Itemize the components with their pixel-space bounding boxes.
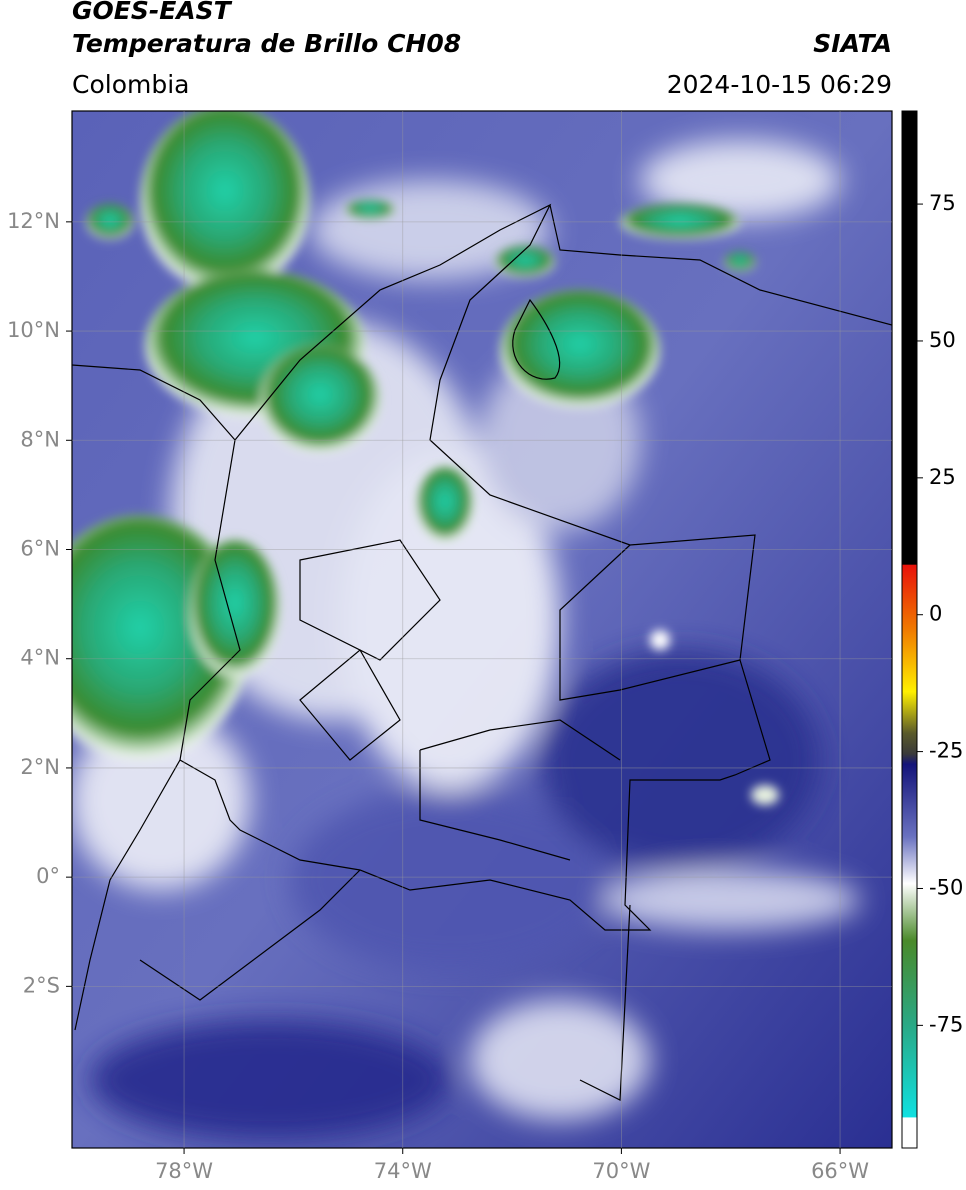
- colorbar-label: 0: [929, 602, 942, 626]
- y-tick-label: 10°N: [7, 318, 60, 342]
- colorbar-label: -75: [929, 1012, 963, 1036]
- borders: [72, 203, 892, 1101]
- colorbar: [901, 110, 918, 1149]
- x-tick-label: 74°W: [374, 1159, 432, 1183]
- colorbar-label: -50: [929, 875, 963, 899]
- datetime: 2024-10-15 06:29: [667, 70, 892, 99]
- title: GOES-EAST: [72, 0, 233, 25]
- source: SIATA: [813, 29, 892, 58]
- colorbar-label: 25: [929, 465, 956, 489]
- y-tick-label: 0°: [36, 864, 60, 888]
- y-tick-label: 2°S: [23, 973, 60, 997]
- colorbar-label: -25: [929, 739, 963, 763]
- y-tick-label: 8°N: [20, 427, 60, 451]
- colorbar-label: 50: [929, 328, 956, 352]
- x-tick-label: 70°W: [592, 1159, 650, 1183]
- region: Colombia: [72, 70, 189, 99]
- satellite-image: [72, 111, 892, 1148]
- y-tick-label: 2°N: [20, 755, 60, 779]
- subtitle: Temperatura de Brillo CH08: [72, 29, 461, 58]
- colorbar-label: 75: [929, 191, 956, 215]
- map-frame: [71, 110, 893, 1149]
- x-tick-label: 66°W: [811, 1159, 869, 1183]
- y-tick-label: 6°N: [20, 536, 60, 560]
- x-tick-label: 78°W: [155, 1159, 213, 1183]
- y-tick-label: 4°N: [20, 646, 60, 670]
- y-tick-label: 12°N: [7, 209, 60, 233]
